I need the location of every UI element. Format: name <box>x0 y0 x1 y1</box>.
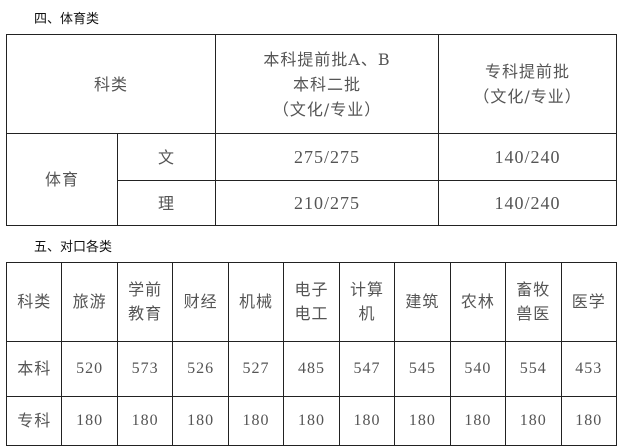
column-header: 学前 教育 <box>116 262 174 342</box>
column-header: 科类 <box>5 262 63 342</box>
score-cell: 520 <box>61 341 118 397</box>
header-line: 计算 <box>349 280 384 299</box>
column-header: 财经 <box>172 262 229 342</box>
column-header: 旅游 <box>61 262 118 342</box>
column-header: 建筑 <box>394 262 451 342</box>
row-label: 理 <box>116 180 217 226</box>
score-cell: 180 <box>172 396 229 446</box>
header-category: 科类 <box>5 34 217 134</box>
column-header: 计算机 <box>338 262 396 342</box>
header-line: 旅游 <box>72 292 107 311</box>
score-cell: 275/275 <box>215 133 440 181</box>
table-row: 专科 180 180 180 180 180 180 180 180 180 180 <box>5 396 618 446</box>
column-header: 机械 <box>227 262 285 342</box>
score-cell: 140/240 <box>438 180 618 226</box>
score-cell: 540 <box>449 341 507 397</box>
score-cell: 545 <box>394 341 451 397</box>
score-cell: 180 <box>338 396 396 446</box>
header-line: 畜牧 <box>516 280 551 299</box>
score-cell: 485 <box>283 341 340 397</box>
column-header: 畜牧 兽医 <box>505 262 562 342</box>
score-cell: 180 <box>560 396 618 446</box>
header-line: 科类 <box>17 292 52 311</box>
header-line: 电工 <box>294 304 329 323</box>
score-cell: 210/275 <box>215 180 440 226</box>
vocational-score-table: 科类 旅游 学前 教育 财经 机械 电子 电工 计算机建筑 农林 畜牧 兽医 医学 本科 520 573 52… <box>5 262 618 446</box>
section-5-title: 五、对口各类 <box>34 240 113 255</box>
score-cell: 180 <box>227 396 285 446</box>
table-row: 本科 520 573 526 527 485 547 545 540 554 453 <box>5 341 618 397</box>
header-line: 机 <box>358 304 376 323</box>
score-cell: 180 <box>61 396 118 446</box>
column-header: 电子 电工 <box>283 262 340 342</box>
score-cell: 573 <box>116 341 174 397</box>
sports-score-table: 科类 本科提前批A、B 本科二批 （文化/专业） 专科提前批 （文化/专业） 体… <box>5 34 618 226</box>
row-label: 本科 <box>5 341 63 397</box>
header-line: 电子 <box>294 280 329 299</box>
header-line: 学前 <box>128 280 163 299</box>
table-row: 理 210/275 140/240 <box>7 180 618 226</box>
header-junior: 专科提前批 （文化/专业） <box>438 34 618 134</box>
table-row: 体育 文 275/275 140/240 <box>6 133 618 226</box>
score-cell: 180 <box>283 396 340 446</box>
header-undergrad: 本科提前批A、B 本科二批 （文化/专业） <box>215 34 440 134</box>
header-line: 建筑 <box>405 292 440 311</box>
header-line: 机械 <box>239 292 274 311</box>
score-cell: 180 <box>116 396 174 446</box>
score-cell: 180 <box>394 396 451 446</box>
header-line: 农林 <box>460 292 495 311</box>
header-line: 教育 <box>128 304 163 323</box>
score-cell: 140/240 <box>438 133 618 181</box>
column-header: 医学 <box>560 262 618 342</box>
score-cell: 554 <box>505 341 562 397</box>
row-label: 专科 <box>5 396 63 446</box>
group-label: 体育 <box>6 133 118 226</box>
row-label: 文 <box>116 133 217 181</box>
header-line: 兽医 <box>516 304 551 323</box>
section-4-title: 四、体育类 <box>34 12 100 27</box>
header-line: 医学 <box>571 292 606 311</box>
score-cell: 453 <box>560 341 618 397</box>
score-cell: 527 <box>227 341 285 397</box>
score-cell: 526 <box>172 341 229 397</box>
column-header: 农林 <box>449 262 507 342</box>
header-line: 财经 <box>183 292 218 311</box>
score-cell: 547 <box>338 341 396 397</box>
score-cell: 180 <box>505 396 562 446</box>
score-cell: 180 <box>449 396 507 446</box>
